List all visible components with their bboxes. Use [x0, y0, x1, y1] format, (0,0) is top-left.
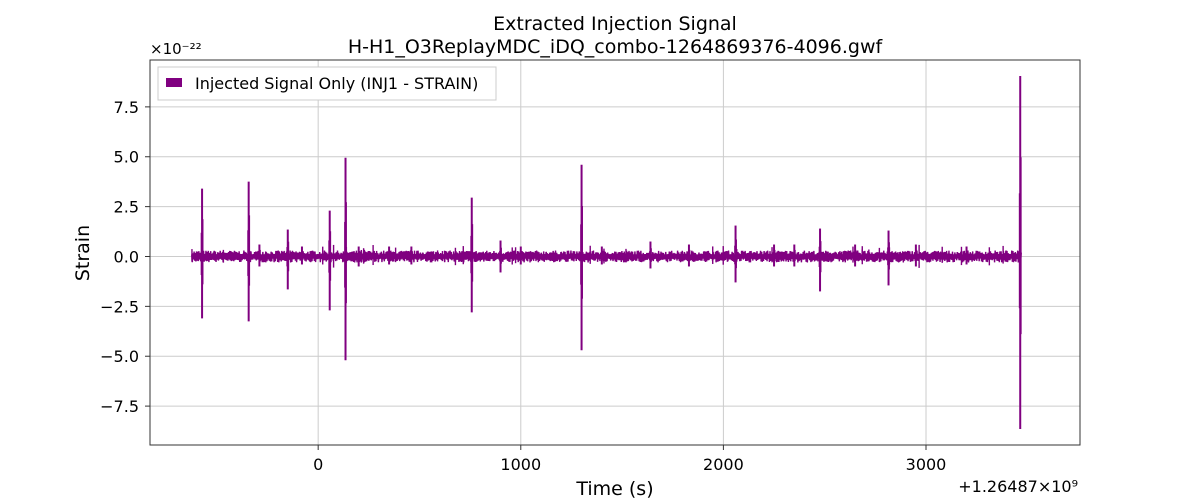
y-tick-label: 2.5	[114, 198, 139, 217]
x-tick-label: 2000	[703, 455, 744, 474]
y-scale-label: ×10⁻²²	[150, 40, 202, 58]
grid-lines	[150, 60, 1080, 445]
legend-swatch	[166, 78, 182, 87]
legend-box	[157, 66, 497, 101]
legend: Injected Signal Only (INJ1 - STRAIN)	[157, 66, 497, 101]
x-tick-label: 3000	[906, 455, 947, 474]
y-tick-label: −7.5	[100, 397, 139, 416]
axis-ticks: 0 1000 2000 3000 −7.5 −5.0 −2.5 0.0 2.5 5.0 7.5	[100, 98, 946, 474]
chart-subtitle: H-H1_O3ReplayMDC_iDQ_combo-1264869376-40…	[348, 36, 884, 58]
y-axis-label: Strain	[72, 225, 94, 281]
x-tick-label: 1000	[500, 455, 541, 474]
y-tick-label: 7.5	[114, 98, 139, 117]
x-offset-label: +1.26487×10⁹	[958, 477, 1078, 496]
y-tick-label: −2.5	[100, 297, 139, 316]
x-axis-label: Time (s)	[575, 478, 653, 500]
y-tick-label: 0.0	[114, 247, 139, 266]
plot-area	[191, 75, 1022, 430]
legend-label: Injected Signal Only (INJ1 - STRAIN)	[195, 74, 478, 93]
y-tick-label: 5.0	[114, 148, 139, 167]
chart-title: Extracted Injection Signal	[493, 13, 737, 35]
x-tick-label: 0	[313, 455, 323, 474]
plot-frame	[149, 59, 1081, 446]
y-tick-label: −5.0	[100, 347, 139, 366]
